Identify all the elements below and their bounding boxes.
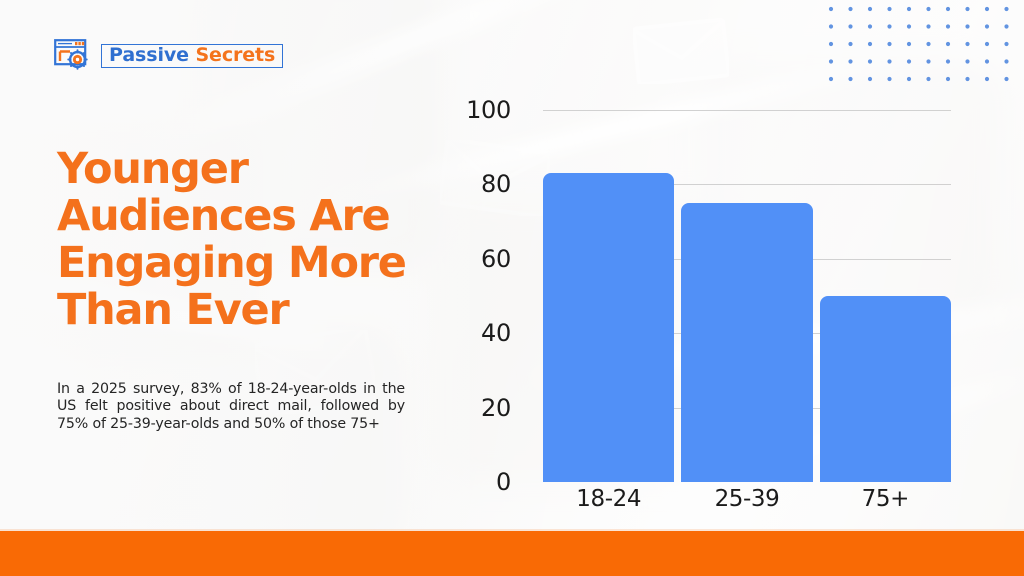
chart-y-tick-label: 20	[481, 393, 511, 422]
bar-chart: 0 20 40 60 80 100 18-24 25-39 75+	[466, 80, 970, 512]
brand-logo[interactable]: Passive Secrets	[54, 39, 284, 72]
chart-bar[interactable]	[819, 296, 951, 482]
page-title: Younger Audiences Are Engaging More Than…	[57, 144, 407, 335]
chart-y-tick-label: 0	[496, 468, 511, 496]
body-text: In a 2025 survey, 83% of 18-24-year-olds…	[57, 381, 405, 432]
browser-window-gear-icon	[54, 39, 94, 72]
chart-x-tick-label: 18-24	[576, 486, 642, 512]
background-left-fade	[0, 0, 470, 531]
band-divider	[0, 529, 1024, 531]
chart-y-tick-label: 40	[481, 319, 511, 348]
chart-gridline	[543, 110, 951, 111]
bottom-accent-band	[0, 531, 1024, 576]
chart-x-tick-label: 25-39	[714, 486, 780, 512]
chart-bar[interactable]	[543, 173, 675, 482]
chart-bar-wrapper	[819, 110, 951, 482]
chart-bar-wrapper	[681, 110, 813, 482]
brand-name-primary: Passive	[109, 43, 189, 66]
chart-y-tick-label: 60	[481, 244, 511, 273]
brand-name: Passive Secrets	[101, 43, 284, 68]
chart-bar-wrapper	[543, 110, 675, 482]
brand-name-secondary: Secrets	[195, 43, 276, 66]
chart-y-tick-label: 80	[481, 170, 511, 199]
chart-x-axis: 18-24 25-39 75+	[543, 486, 951, 512]
chart-x-tick-label: 75+	[861, 486, 910, 512]
chart-bars	[543, 110, 951, 482]
chart-bar[interactable]	[681, 203, 813, 482]
chart-gridline	[543, 184, 951, 186]
chart-y-tick-label: 100	[466, 96, 511, 124]
dot-grid-pattern-icon	[828, 6, 1018, 94]
